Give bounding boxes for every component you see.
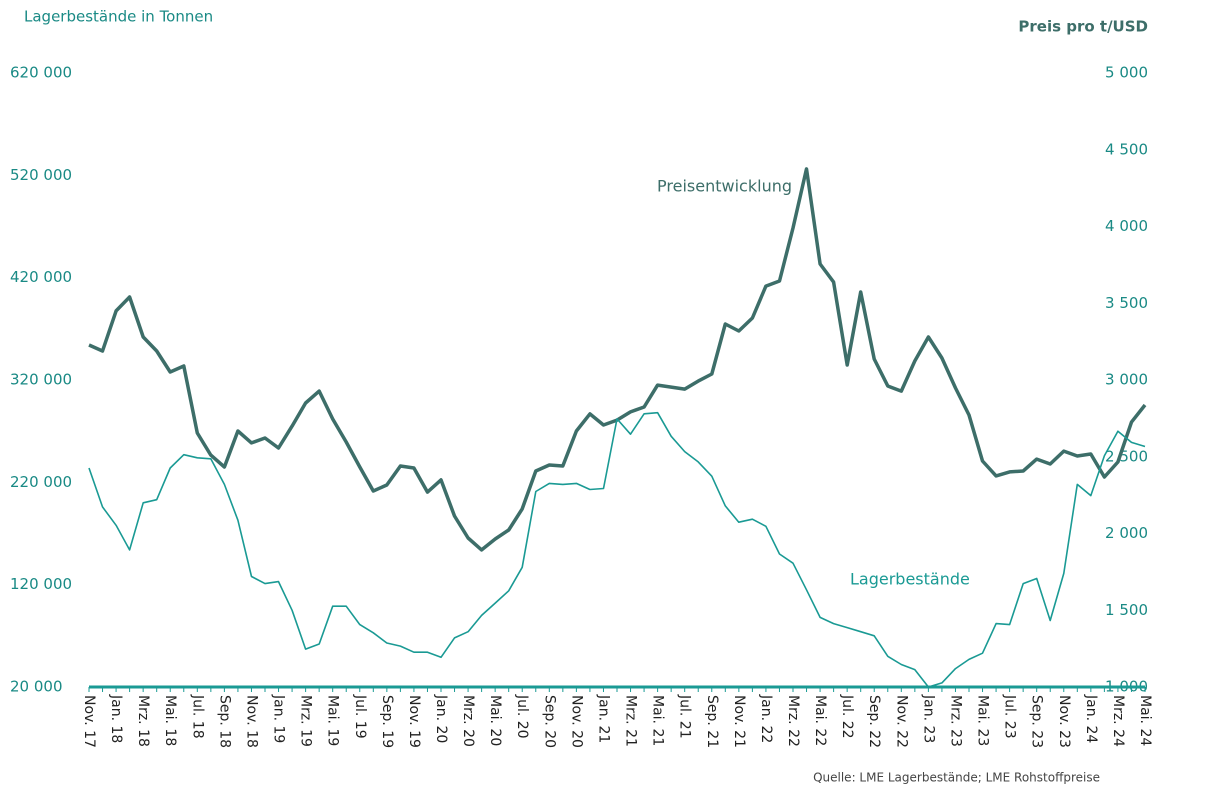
y2-tick-label: 2 000 (1105, 524, 1148, 542)
y2-tick-label: 3 500 (1105, 294, 1148, 312)
y-tick-label: 520 000 (10, 166, 72, 184)
x-tick-label: Mrz. 23 (947, 695, 963, 747)
x-tick-label: Mrz. 19 (298, 695, 314, 747)
x-tick-label: Jan. 18 (108, 694, 124, 743)
y2-tick-label: 4 000 (1105, 217, 1148, 235)
x-tick-label: Sep. 22 (866, 695, 882, 748)
y-tick-label: 320 000 (10, 371, 72, 389)
x-tick-label: Nov. 22 (893, 695, 909, 748)
x-tick-label: Sep. 18 (216, 695, 232, 748)
x-tick-label: Mai. 22 (812, 695, 828, 746)
series-label: Preisentwicklung (657, 177, 792, 196)
x-tick-label: Jan. 24 (1083, 694, 1099, 743)
x-tick-label: Jan. 19 (271, 694, 287, 743)
y-tick-label: 120 000 (10, 575, 72, 593)
y2-tick-label: 2 500 (1105, 447, 1148, 465)
x-tick-label: Mai. 19 (325, 695, 341, 746)
x-tick-label: Mrz. 22 (785, 695, 801, 747)
y2-tick-label: 5 000 (1105, 64, 1148, 82)
y-axis-title: Lagerbestände in Tonnen (24, 8, 213, 26)
x-tick-label: Jul. 18 (189, 694, 205, 739)
x-tick-label: Jan. 20 (433, 694, 449, 743)
series-line (88, 167, 1147, 552)
x-tick-label: Mrz. 20 (460, 695, 476, 747)
x-tick-label: Sep. 19 (379, 695, 395, 748)
x-tick-label: Mrz. 24 (1110, 695, 1126, 747)
x-tick-label: Sep. 23 (1029, 695, 1045, 748)
y-tick-label: 420 000 (10, 268, 72, 286)
x-tick-label: Nov. 21 (731, 695, 747, 748)
x-tick-label: Jan. 21 (595, 694, 611, 743)
x-tick-label: Nov. 23 (1056, 695, 1072, 748)
y-tick-label: 20 000 (10, 678, 63, 696)
x-tick-label: Jul. 20 (514, 694, 530, 739)
x-tick-label: Jul. 19 (352, 694, 368, 739)
x-tick-label: Sep. 20 (541, 695, 557, 748)
y2-tick-label: 4 500 (1105, 140, 1148, 158)
y2-tick-label: 1 500 (1105, 601, 1148, 619)
x-tick-label: Jul. 23 (1002, 694, 1018, 739)
x-tick-label: Mrz. 18 (135, 695, 151, 747)
source: Quelle: LME Lagerbestände; LME Rohstoffp… (813, 771, 1100, 785)
x-tick-label: Mai. 20 (487, 695, 503, 746)
x-tick-label: Mai. 24 (1137, 695, 1153, 746)
x-tick-label: Nov. 19 (406, 695, 422, 748)
y-tick-label: 620 000 (10, 64, 72, 82)
y-tick-label: 220 000 (10, 473, 72, 491)
x-tick-label: Mai. 18 (162, 695, 178, 746)
x-tick-label: Nov. 18 (243, 695, 259, 748)
y2-axis-title: Preis pro t/USD (1018, 18, 1148, 36)
x-tick-label: Mai. 21 (650, 695, 666, 746)
x-tick-label: Jul. 22 (839, 694, 855, 739)
x-tick-label: Mai. 23 (975, 695, 991, 746)
y2-tick-label: 3 000 (1105, 371, 1148, 389)
x-tick-label: Jul. 21 (677, 694, 693, 739)
x-tick-label: Nov. 20 (568, 695, 584, 748)
x-tick-label: Sep. 21 (704, 695, 720, 748)
x-tick-label: Nov. 17 (81, 695, 97, 748)
series-label: Lagerbestände (850, 570, 970, 589)
x-tick-label: Jan. 22 (758, 694, 774, 743)
x-tick-label: Jan. 23 (920, 694, 936, 743)
x-tick-label: Mrz. 21 (623, 695, 639, 747)
series-line (88, 411, 1146, 688)
